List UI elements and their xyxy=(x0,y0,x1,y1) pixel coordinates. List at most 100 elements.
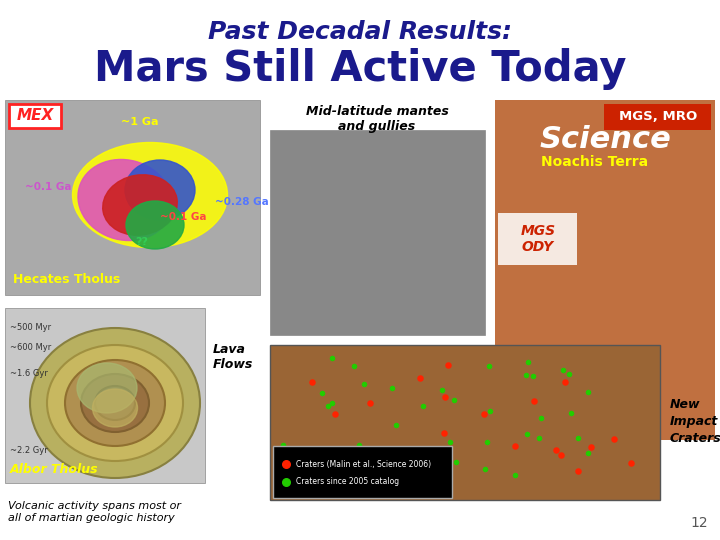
Point xyxy=(444,438,456,447)
Text: ~1 Ga: ~1 Ga xyxy=(121,117,158,127)
Text: Mid-latitude mantes
and gullies: Mid-latitude mantes and gullies xyxy=(305,105,449,133)
Text: Albor Tholus: Albor Tholus xyxy=(10,463,99,476)
Ellipse shape xyxy=(77,363,137,413)
Point xyxy=(521,429,533,438)
Bar xyxy=(270,345,660,500)
Point xyxy=(527,372,539,380)
Point xyxy=(450,457,462,466)
Bar xyxy=(270,130,485,335)
Point xyxy=(439,393,451,402)
Text: ~500 Myr: ~500 Myr xyxy=(10,323,51,332)
Point xyxy=(478,410,490,418)
Point xyxy=(418,401,429,410)
Text: Hecates Tholus: Hecates Tholus xyxy=(13,273,120,286)
Point xyxy=(317,388,328,397)
Point xyxy=(510,441,521,450)
Point xyxy=(522,358,534,367)
Text: MGS
ODY: MGS ODY xyxy=(521,224,556,254)
Point xyxy=(521,371,532,380)
Point xyxy=(557,366,569,374)
Text: New
Impact
Craters: New Impact Craters xyxy=(670,399,720,445)
Point xyxy=(449,396,460,404)
Ellipse shape xyxy=(95,386,135,420)
Ellipse shape xyxy=(125,160,195,220)
Point xyxy=(479,464,490,473)
Point xyxy=(572,467,584,476)
Text: Volcanic activity spans most or
all of martian geologic history: Volcanic activity spans most or all of m… xyxy=(8,501,181,523)
Point xyxy=(381,453,392,461)
Text: ??: ?? xyxy=(135,237,148,247)
Text: Craters (Malin et al., Science 2006): Craters (Malin et al., Science 2006) xyxy=(296,460,431,469)
Text: Science: Science xyxy=(539,125,671,154)
Point xyxy=(509,471,521,480)
Ellipse shape xyxy=(92,389,138,427)
FancyBboxPatch shape xyxy=(273,446,452,498)
Text: ~1.6 Gyr: ~1.6 Gyr xyxy=(10,369,48,378)
Point xyxy=(535,413,546,422)
Ellipse shape xyxy=(103,175,177,235)
Point xyxy=(354,440,365,449)
Point xyxy=(307,377,318,386)
Ellipse shape xyxy=(126,201,184,249)
Point xyxy=(329,409,341,418)
Text: Past Decadal Results:: Past Decadal Results: xyxy=(208,20,512,44)
FancyBboxPatch shape xyxy=(9,104,61,128)
Point xyxy=(572,434,583,442)
Point xyxy=(559,378,571,387)
Point xyxy=(438,428,449,437)
Point xyxy=(390,420,401,429)
Point xyxy=(485,407,496,415)
Text: Craters since 2005 catalog: Craters since 2005 catalog xyxy=(296,477,399,487)
Text: ~0.1 Ga: ~0.1 Ga xyxy=(25,182,71,192)
Point xyxy=(318,467,329,476)
Point xyxy=(436,386,448,395)
Text: 12: 12 xyxy=(690,516,708,530)
Point xyxy=(608,434,620,443)
Text: Mars Still Active Today: Mars Still Active Today xyxy=(94,48,626,90)
Text: ~0.1 Ga: ~0.1 Ga xyxy=(160,212,207,222)
Point xyxy=(626,458,637,467)
Point xyxy=(563,370,575,379)
Point xyxy=(286,472,297,481)
Point xyxy=(585,443,596,451)
Point xyxy=(565,408,577,417)
Point xyxy=(442,361,454,369)
Ellipse shape xyxy=(78,159,172,240)
Point xyxy=(436,448,447,457)
Point xyxy=(528,396,540,405)
Text: ~600 Myr: ~600 Myr xyxy=(10,343,51,352)
Point xyxy=(387,384,398,393)
Bar xyxy=(495,100,715,440)
Text: Lava
Flows: Lava Flows xyxy=(213,343,253,371)
Point xyxy=(280,478,292,487)
Point xyxy=(551,445,562,454)
Text: MGS, MRO: MGS, MRO xyxy=(619,111,697,124)
Point xyxy=(364,399,375,407)
Point xyxy=(534,434,545,442)
Text: ~2.2 Gyr: ~2.2 Gyr xyxy=(10,446,48,455)
Ellipse shape xyxy=(73,143,228,247)
Point xyxy=(323,402,334,410)
Point xyxy=(481,438,492,447)
FancyBboxPatch shape xyxy=(498,213,577,265)
Text: Noachis Terra: Noachis Terra xyxy=(541,155,649,169)
Point xyxy=(280,460,292,468)
Point xyxy=(483,362,495,370)
Point xyxy=(582,387,594,396)
Ellipse shape xyxy=(65,360,165,446)
Point xyxy=(326,399,338,407)
Point xyxy=(277,441,289,450)
Bar xyxy=(5,100,260,295)
FancyBboxPatch shape xyxy=(604,104,711,130)
Point xyxy=(582,449,594,457)
Point xyxy=(326,354,338,362)
Point xyxy=(348,362,360,370)
Point xyxy=(555,451,567,460)
Point xyxy=(414,374,426,382)
Point xyxy=(358,380,369,389)
Text: MEX: MEX xyxy=(17,109,53,124)
Bar xyxy=(5,308,205,483)
Text: ~0.28 Ga: ~0.28 Ga xyxy=(215,197,269,207)
Ellipse shape xyxy=(47,345,183,461)
Ellipse shape xyxy=(81,374,149,432)
